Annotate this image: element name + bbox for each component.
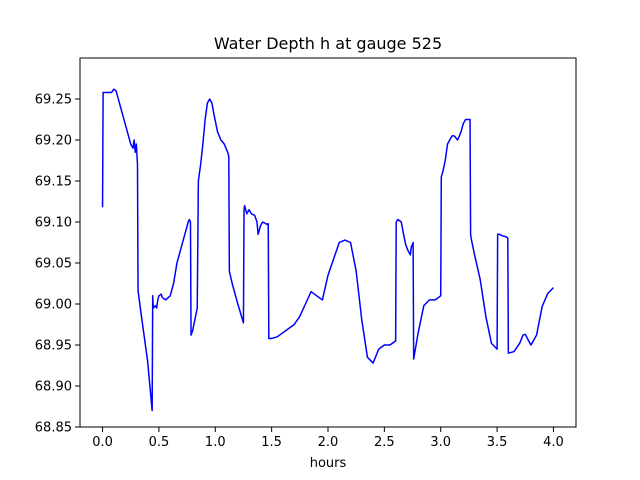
x-axis-label: hours — [310, 456, 347, 471]
x-tick-label: 0.5 — [149, 435, 170, 450]
y-tick-label: 69.25 — [35, 93, 72, 108]
x-tick-label: 2.0 — [318, 435, 339, 450]
y-tick-label: 68.85 — [35, 421, 72, 436]
chart-title: Water Depth h at gauge 525 — [214, 34, 442, 53]
x-tick-label: 1.0 — [205, 435, 226, 450]
y-tick-label: 68.90 — [35, 380, 72, 395]
x-tick-label: 4.0 — [543, 435, 564, 450]
series-layer — [101, 88, 554, 412]
x-tick-label: 1.5 — [261, 435, 282, 450]
x-tick-label: 0.0 — [92, 435, 113, 450]
y-tick-label: 69.00 — [35, 298, 72, 313]
series-line-0 — [101, 88, 554, 412]
y-tick-label: 68.95 — [35, 339, 72, 354]
y-tick-label: 69.05 — [35, 257, 72, 272]
y-axis: 68.85 68.90 68.95 69.00 69.05 69.10 69.15 69.20… — [35, 93, 80, 436]
y-tick-label: 69.15 — [35, 175, 72, 190]
y-tick-label: 69.10 — [35, 216, 72, 231]
x-tick-label: 3.5 — [487, 435, 508, 450]
y-tick-label: 69.20 — [35, 134, 72, 149]
x-tick-label: 3.0 — [430, 435, 451, 450]
x-tick-label: 2.5 — [374, 435, 395, 450]
x-axis: 0.0 0.5 1.0 1.5 2.0 2.5 3.0 3.5 4.0 — [92, 427, 564, 450]
